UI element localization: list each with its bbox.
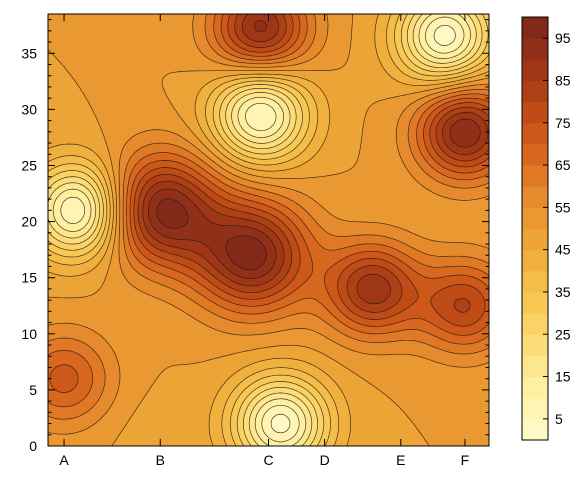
colorbar-swatch [522,186,548,208]
contour-line [49,14,489,393]
y-tick-label: 0 [29,438,37,454]
colorbar-label: 45 [555,242,571,258]
contour-line [48,14,489,446]
contour-line [133,14,489,327]
colorbar: 95 85 75 65 55 45 35 25 15 5 [521,16,571,441]
colorbar-swatch [522,376,548,399]
contour-line [156,198,267,271]
colorbar-swatch [522,270,548,293]
colorbar-swatch [522,101,548,124]
x-tick-label: D [320,452,330,468]
colorbar-swatch [522,143,548,166]
colorbar-label: 5 [555,411,563,427]
y-tick-label: 5 [29,382,37,398]
colorbar-swatch [522,249,548,272]
contour-line [142,14,489,305]
y-tick-label: 10 [21,326,37,342]
colorbar-label: 15 [555,369,571,385]
x-axis: A B C D E F [59,14,469,468]
y-tick-label: 15 [21,270,37,286]
contour-line [48,14,489,446]
contour-line [48,14,489,446]
y-axis: 0 5 10 15 20 25 30 35 [21,19,489,454]
colorbar-swatch [522,418,548,441]
y-tick-label: 20 [21,214,37,230]
x-tick-label: B [156,452,165,468]
contour-line [48,14,489,435]
colorbar-swatch [522,397,548,420]
x-tick-label: A [59,452,69,468]
contour-line [270,24,456,434]
contour-lines [48,14,489,446]
colorbar-swatch [522,165,548,187]
contour-line [48,14,489,446]
colorbar-swatch [522,291,548,314]
x-tick-label: C [263,452,273,468]
plot-area [47,13,490,447]
contour-line [60,16,465,443]
contour-line [48,14,483,446]
colorbar-label: 95 [555,30,571,46]
colorbar-swatch [522,122,548,145]
heatmap-fill [48,14,489,446]
contour-line [48,14,477,446]
colorbar-swatch [522,355,548,378]
colorbar-swatch [522,17,548,39]
colorbar-swatch [522,334,548,356]
colorbar-label: 65 [555,157,571,173]
y-tick-label: 25 [21,157,37,173]
colorbar-label: 35 [555,284,571,300]
contour-line [148,20,481,279]
colorbar-swatch [522,313,548,335]
x-tick-label: F [461,452,470,468]
colorbar-swatch [522,207,548,229]
colorbar-label: 85 [555,72,571,88]
contour-line [52,14,471,446]
colorbar-label: 55 [555,199,571,215]
colorbar-swatch [522,59,548,81]
colorbar-label: 25 [555,326,571,342]
y-tick-label: 35 [21,45,37,61]
contour-line [48,14,489,408]
contour-line [48,14,489,420]
colorbar-swatch [522,80,548,103]
x-tick-label: E [396,452,405,468]
colorbar-frame [521,16,549,441]
colorbar-swatch [522,228,548,251]
contour-line [137,14,489,313]
colorbar-label: 75 [555,115,571,131]
colorbar-swatch [522,38,548,60]
y-tick-label: 30 [21,101,37,117]
